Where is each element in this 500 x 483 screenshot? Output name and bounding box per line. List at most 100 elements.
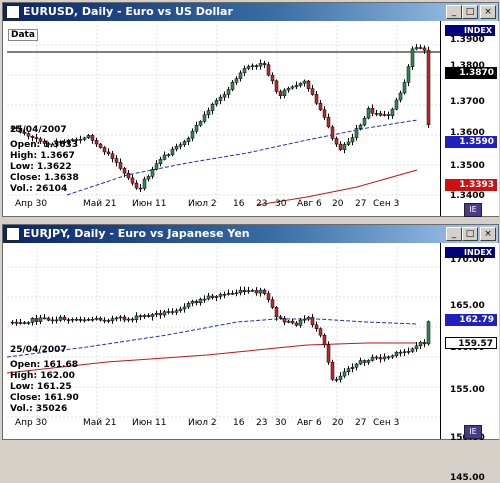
price-marker: 1.3590 xyxy=(445,136,497,148)
candle-body xyxy=(130,177,135,184)
candle-body xyxy=(186,137,191,142)
candle-body xyxy=(42,317,47,320)
candle-body xyxy=(370,108,375,114)
candle-body xyxy=(94,317,99,320)
candle-body xyxy=(54,141,59,145)
candle-body xyxy=(206,295,211,300)
candle-body xyxy=(290,86,295,89)
candlestick-chart xyxy=(7,247,440,429)
candle-body xyxy=(254,290,259,294)
candle-body xyxy=(266,64,271,76)
candle-body xyxy=(402,351,407,353)
candle-body xyxy=(78,139,83,141)
candle-body xyxy=(186,302,191,308)
window-title: EURJPY, Daily - Euro vs Japanese Yen xyxy=(23,227,250,240)
candle-body xyxy=(122,168,127,174)
minimize-button[interactable]: _ xyxy=(446,5,462,19)
close-button[interactable]: × xyxy=(480,227,496,241)
candle-body xyxy=(306,317,311,320)
candle-body xyxy=(266,293,271,300)
candle-body xyxy=(178,144,183,147)
candle-body xyxy=(22,322,27,324)
candle-body xyxy=(410,48,415,67)
candle-body xyxy=(362,117,367,126)
candle-body xyxy=(94,140,99,145)
price-marker: 1.3393 xyxy=(445,179,497,191)
price-marker: 159.57 xyxy=(445,337,497,349)
candle-body xyxy=(50,143,55,146)
y-tick-label: 165.00 xyxy=(450,301,485,311)
candle-body xyxy=(282,318,287,323)
data-window-label[interactable]: Data xyxy=(8,29,38,41)
eurusd-chart-window[interactable]: EURUSD, Daily - Euro vs US Dollar _ □ × … xyxy=(2,2,499,217)
chart-app-icon xyxy=(6,5,20,19)
candle-body xyxy=(58,141,63,143)
candle-body xyxy=(214,100,219,105)
eurjpy-chart-window[interactable]: EURJPY, Daily - Euro vs Japanese Yen _ □… xyxy=(2,224,499,483)
ie-icon[interactable]: IE xyxy=(464,425,482,439)
candle-body xyxy=(262,289,267,294)
candle-body xyxy=(226,293,231,295)
candle-body xyxy=(10,127,15,129)
candle-body xyxy=(98,143,103,148)
minimize-button[interactable]: _ xyxy=(446,227,462,241)
candle-body xyxy=(246,290,251,292)
candle-body xyxy=(18,322,23,324)
candle-body xyxy=(138,315,143,318)
candle-body xyxy=(134,182,139,189)
maximize-button[interactable]: □ xyxy=(462,227,478,241)
title-bar[interactable]: EURJPY, Daily - Euro vs Japanese Yen _ □… xyxy=(3,225,498,243)
candle-body xyxy=(30,136,35,138)
info-date: 25/04/2007 xyxy=(10,125,67,135)
title-bar[interactable]: EURUSD, Daily - Euro vs US Dollar _ □ × xyxy=(3,3,498,21)
info-low: Low: 161.25 xyxy=(10,382,72,392)
candle-body xyxy=(390,355,395,358)
ie-icon[interactable]: IE xyxy=(464,203,482,217)
candle-body xyxy=(354,363,359,368)
candle-body xyxy=(294,85,299,88)
candle-body xyxy=(234,292,239,295)
candle-body xyxy=(230,293,235,295)
x-axis-label: 20 xyxy=(332,418,344,428)
x-axis-label: Май 21 xyxy=(83,418,117,428)
candle-body xyxy=(322,109,327,118)
candle-body xyxy=(382,114,387,116)
candle-body xyxy=(330,126,335,139)
x-axis-label: Сен 3 xyxy=(373,418,400,428)
candle-body xyxy=(206,110,211,116)
candle-body xyxy=(314,94,319,104)
x-axis-label: 16 xyxy=(233,199,245,209)
candle-body xyxy=(190,130,195,139)
candle-body xyxy=(418,47,423,49)
candle-body xyxy=(386,356,391,359)
candle-body xyxy=(314,324,319,329)
candle-body xyxy=(150,169,155,177)
candle-body xyxy=(26,322,31,324)
x-axis-label: Сен 3 xyxy=(373,199,400,209)
candle-body xyxy=(194,300,199,304)
x-axis-label: 30 xyxy=(275,418,287,428)
candle-body xyxy=(258,63,263,67)
price-plot[interactable] xyxy=(7,25,440,205)
close-button[interactable]: × xyxy=(480,5,496,19)
index-label: INDEX xyxy=(445,247,495,258)
candle-body xyxy=(210,295,215,298)
candle-body xyxy=(214,296,219,298)
candle-body xyxy=(54,319,59,322)
y-tick-label: 170.00 xyxy=(450,255,485,265)
candle-body xyxy=(398,351,403,354)
candle-body xyxy=(110,153,115,159)
candle-body xyxy=(390,108,395,116)
x-axis-label: 23 xyxy=(256,199,268,209)
candle-body xyxy=(74,318,79,321)
info-high: High: 162.00 xyxy=(10,371,75,381)
candle-body xyxy=(290,320,295,324)
x-axis-label: Май 21 xyxy=(83,199,117,209)
candle-body xyxy=(18,128,23,133)
candle-body xyxy=(426,49,431,126)
candle-body xyxy=(170,148,175,155)
candle-body xyxy=(278,316,283,319)
maximize-button[interactable]: □ xyxy=(462,5,478,19)
price-plot[interactable] xyxy=(7,247,440,429)
window-title: EURUSD, Daily - Euro vs US Dollar xyxy=(23,5,233,18)
